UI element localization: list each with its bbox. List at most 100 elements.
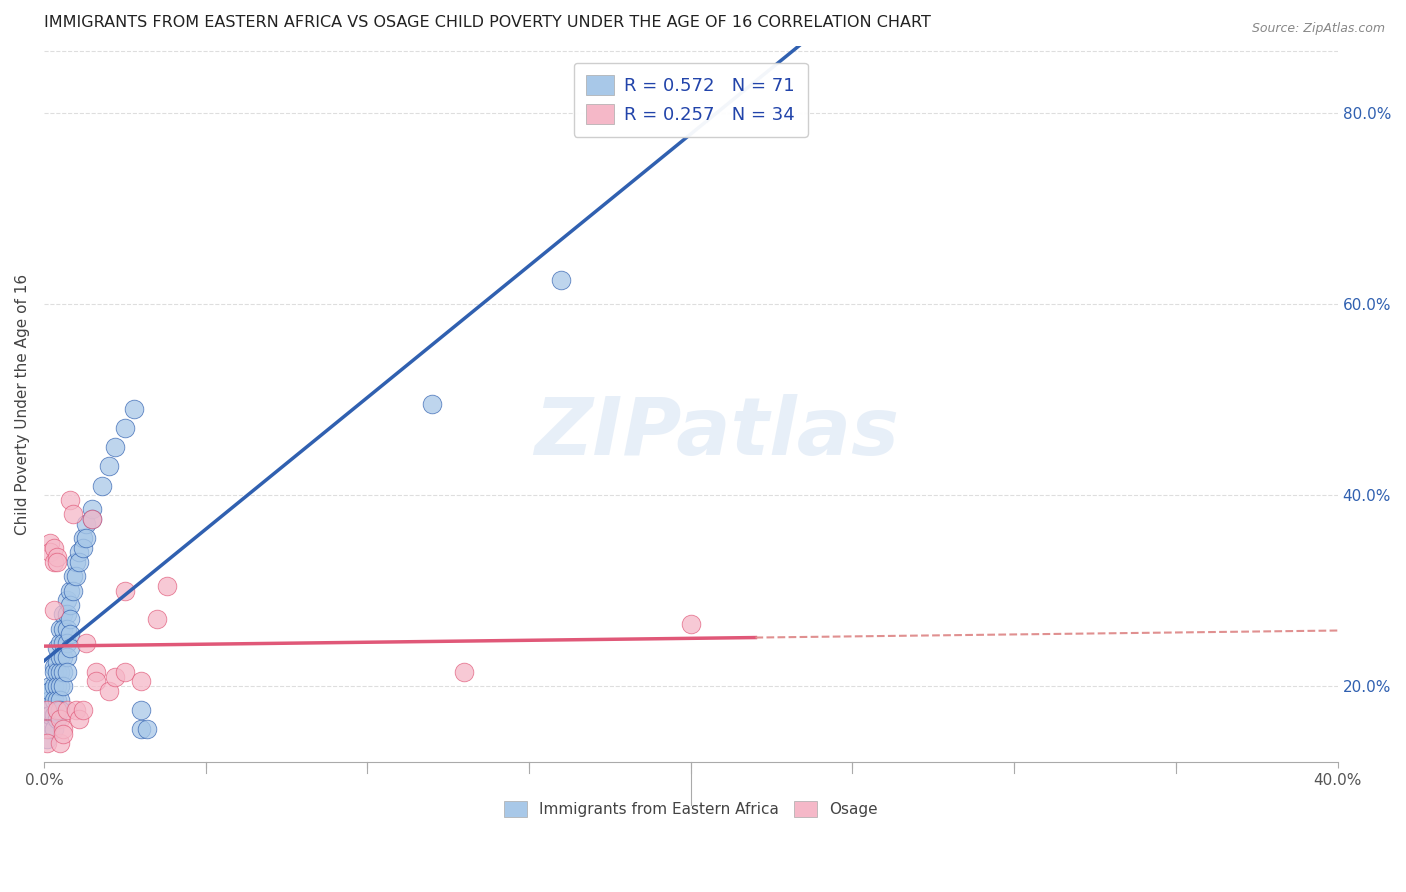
Point — [129, 703, 152, 717]
Point — [59, 583, 82, 598]
Point — [72, 703, 94, 717]
Point — [42, 541, 65, 555]
Point — [52, 636, 75, 650]
Point — [114, 665, 136, 679]
Point — [37, 722, 59, 736]
Point — [453, 665, 475, 679]
Point — [52, 622, 75, 636]
Point — [45, 703, 67, 717]
Point — [114, 421, 136, 435]
Point — [59, 626, 82, 640]
Point — [91, 478, 114, 492]
Point — [49, 736, 72, 750]
Point — [45, 713, 67, 727]
Point — [420, 397, 443, 411]
Point — [42, 665, 65, 679]
Point — [72, 541, 94, 555]
Point — [49, 703, 72, 717]
Point — [62, 507, 84, 521]
Point — [55, 622, 77, 636]
Point — [59, 612, 82, 626]
Point — [129, 674, 152, 689]
Point — [45, 693, 67, 707]
Point — [45, 679, 67, 693]
Point — [37, 703, 59, 717]
Point — [49, 622, 72, 636]
Point — [49, 693, 72, 707]
Point — [84, 665, 107, 679]
Text: Source: ZipAtlas.com: Source: ZipAtlas.com — [1251, 22, 1385, 36]
Point — [39, 713, 62, 727]
Text: ZIPatlas: ZIPatlas — [534, 394, 900, 472]
Point — [104, 441, 127, 455]
Point — [82, 512, 104, 526]
Point — [45, 550, 67, 565]
Y-axis label: Child Poverty Under the Age of 16: Child Poverty Under the Age of 16 — [15, 274, 30, 535]
Point — [39, 703, 62, 717]
Point — [52, 727, 75, 741]
Point — [52, 679, 75, 693]
Point — [55, 665, 77, 679]
Point — [49, 713, 72, 727]
Point — [37, 722, 59, 736]
Point — [84, 674, 107, 689]
Point — [55, 636, 77, 650]
Point — [75, 531, 97, 545]
Point — [42, 555, 65, 569]
Point — [82, 512, 104, 526]
Point — [62, 569, 84, 583]
Point — [55, 703, 77, 717]
Text: IMMIGRANTS FROM EASTERN AFRICA VS OSAGE CHILD POVERTY UNDER THE AGE OF 16 CORREL: IMMIGRANTS FROM EASTERN AFRICA VS OSAGE … — [44, 15, 931, 30]
Point — [55, 607, 77, 622]
Point — [45, 703, 67, 717]
Point — [59, 640, 82, 655]
Point — [97, 459, 120, 474]
Point — [37, 736, 59, 750]
Point — [42, 660, 65, 674]
Point — [59, 598, 82, 612]
Point — [39, 536, 62, 550]
Point — [69, 545, 91, 559]
Point — [42, 693, 65, 707]
Point — [124, 402, 146, 417]
Point — [97, 683, 120, 698]
Point — [69, 555, 91, 569]
Point — [75, 516, 97, 531]
Point — [39, 707, 62, 722]
Point — [45, 640, 67, 655]
Point — [37, 731, 59, 746]
Point — [52, 722, 75, 736]
Point — [55, 650, 77, 665]
Point — [39, 693, 62, 707]
Point — [679, 617, 702, 632]
Legend: Immigrants from Eastern Africa, Osage: Immigrants from Eastern Africa, Osage — [495, 792, 887, 826]
Point — [37, 703, 59, 717]
Point — [49, 650, 72, 665]
Point — [39, 545, 62, 559]
Point — [42, 679, 65, 693]
Point — [59, 492, 82, 507]
Point — [45, 655, 67, 669]
Point — [136, 722, 159, 736]
Point — [65, 569, 87, 583]
Point — [37, 713, 59, 727]
Point — [550, 273, 572, 287]
Point — [45, 665, 67, 679]
Point — [114, 583, 136, 598]
Point — [75, 636, 97, 650]
Point — [42, 707, 65, 722]
Point — [42, 722, 65, 736]
Point — [72, 531, 94, 545]
Point — [69, 713, 91, 727]
Point — [104, 669, 127, 683]
Point — [49, 665, 72, 679]
Point — [146, 612, 169, 626]
Point — [37, 698, 59, 713]
Point — [129, 722, 152, 736]
Point — [39, 679, 62, 693]
Point — [49, 679, 72, 693]
Point — [65, 555, 87, 569]
Point — [62, 583, 84, 598]
Point — [45, 555, 67, 569]
Point — [39, 722, 62, 736]
